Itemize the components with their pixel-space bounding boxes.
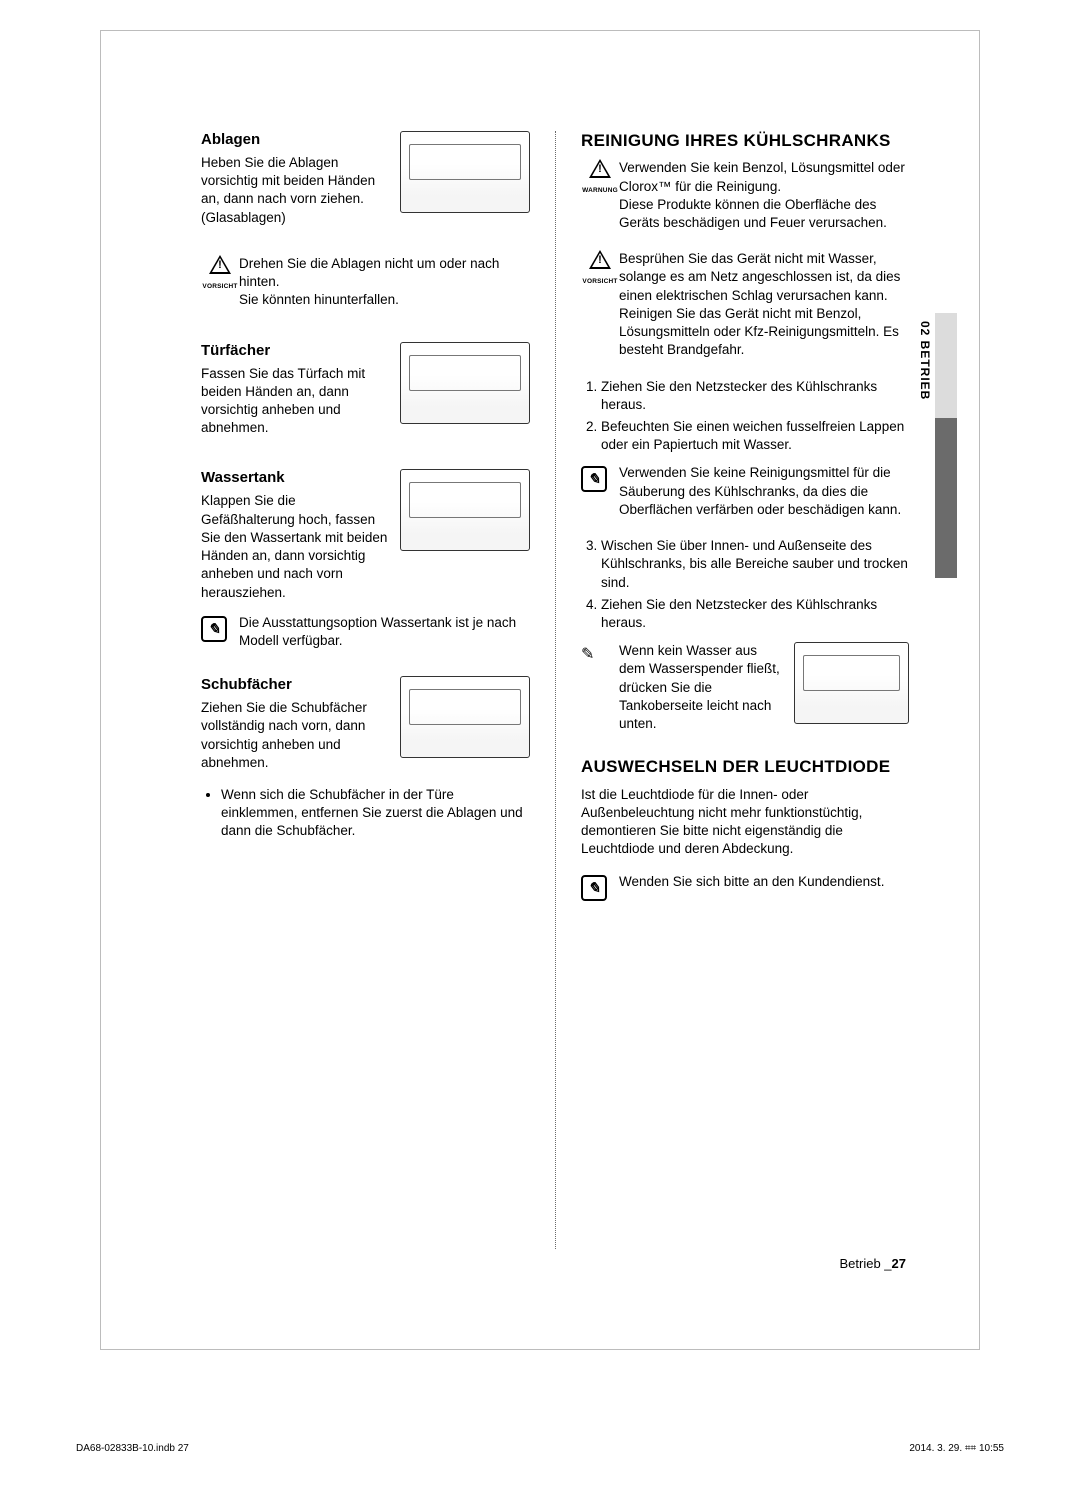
step-1: Ziehen Sie den Netzstecker des Kühlschra… bbox=[601, 378, 914, 414]
heading-reinigung: REINIGUNG IHRES KÜHLSCHRANKS bbox=[581, 131, 914, 151]
text-tuerfaecher: Fassen Sie das Türfach mit beiden Händen… bbox=[201, 365, 392, 438]
page-footer: Betrieb _27 bbox=[839, 1256, 906, 1271]
heading-wassertank: Wassertank bbox=[201, 469, 392, 486]
print-footer-left: DA68-02833B-10.indb 27 bbox=[76, 1443, 189, 1454]
side-tab bbox=[935, 313, 957, 578]
bullet-schubfaecher: Wenn sich die Schubfächer in der Türe ei… bbox=[221, 786, 530, 841]
text-leuchtdiode-note: Wenden Sie sich bitte an den Kundendiens… bbox=[619, 873, 914, 891]
note-icon: ✎ bbox=[201, 614, 239, 642]
side-tab-label: 02 BETRIEB bbox=[918, 321, 932, 400]
caution-icon: ! VORSICHT bbox=[201, 255, 239, 290]
step-2: Befeuchten Sie einen weichen fusselfreie… bbox=[601, 418, 914, 454]
right-column: REINIGUNG IHRES KÜHLSCHRANKS ! WARNUNG V… bbox=[555, 131, 914, 1249]
note-icon: ✎ bbox=[581, 642, 619, 664]
text-wassertank-note: Die Ausstattungsoption Wassertank ist je… bbox=[239, 614, 530, 650]
text-ablagen: Heben Sie die Ablagen vorsichtig mit bei… bbox=[201, 154, 392, 227]
illustration-schubfaecher bbox=[400, 676, 530, 758]
text-reinigung-caution: Besprühen Sie das Gerät nicht mit Wasser… bbox=[619, 250, 914, 359]
text-reinigung-note1: Verwenden Sie keine Reinigungsmittel für… bbox=[619, 464, 914, 519]
illustration-tuerfaecher bbox=[400, 342, 530, 424]
heading-tuerfaecher: Türfächer bbox=[201, 342, 392, 359]
note-icon: ✎ bbox=[581, 464, 619, 492]
step-3: Wischen Sie über Innen- und Außenseite d… bbox=[601, 537, 914, 592]
illustration-ablagen bbox=[400, 131, 530, 213]
text-reinigung-warn: Verwenden Sie kein Benzol, Lösungsmittel… bbox=[619, 159, 914, 232]
note-icon: ✎ bbox=[581, 873, 619, 901]
text-leuchtdiode: Ist die Leuchtdiode für die Innen- oder … bbox=[581, 786, 914, 859]
warning-icon: ! WARNUNG bbox=[581, 159, 619, 194]
caution-icon: ! VORSICHT bbox=[581, 250, 619, 285]
text-wassertank: Klappen Sie die Gefäßhalterung hoch, fas… bbox=[201, 492, 392, 601]
text-schubfaecher: Ziehen Sie die Schubfächer vollständig n… bbox=[201, 699, 392, 772]
heading-leuchtdiode: AUSWECHSELN DER LEUCHTDIODE bbox=[581, 757, 914, 777]
heading-ablagen: Ablagen bbox=[201, 131, 392, 148]
text-reinigung-note2: Wenn kein Wasser aus dem Wasserspender f… bbox=[619, 642, 786, 733]
text-ablagen-caution: Drehen Sie die Ablagen nicht um oder nac… bbox=[239, 255, 530, 310]
step-4: Ziehen Sie den Netzstecker des Kühlschra… bbox=[601, 596, 914, 632]
heading-schubfaecher: Schubfächer bbox=[201, 676, 392, 693]
print-footer-right: 2014. 3. 29. ⌗⌗ 10:55 bbox=[909, 1443, 1004, 1454]
illustration-dispenser bbox=[794, 642, 914, 724]
left-column: Ablagen Heben Sie die Ablagen vorsichtig… bbox=[201, 131, 555, 1249]
illustration-wassertank bbox=[400, 469, 530, 551]
